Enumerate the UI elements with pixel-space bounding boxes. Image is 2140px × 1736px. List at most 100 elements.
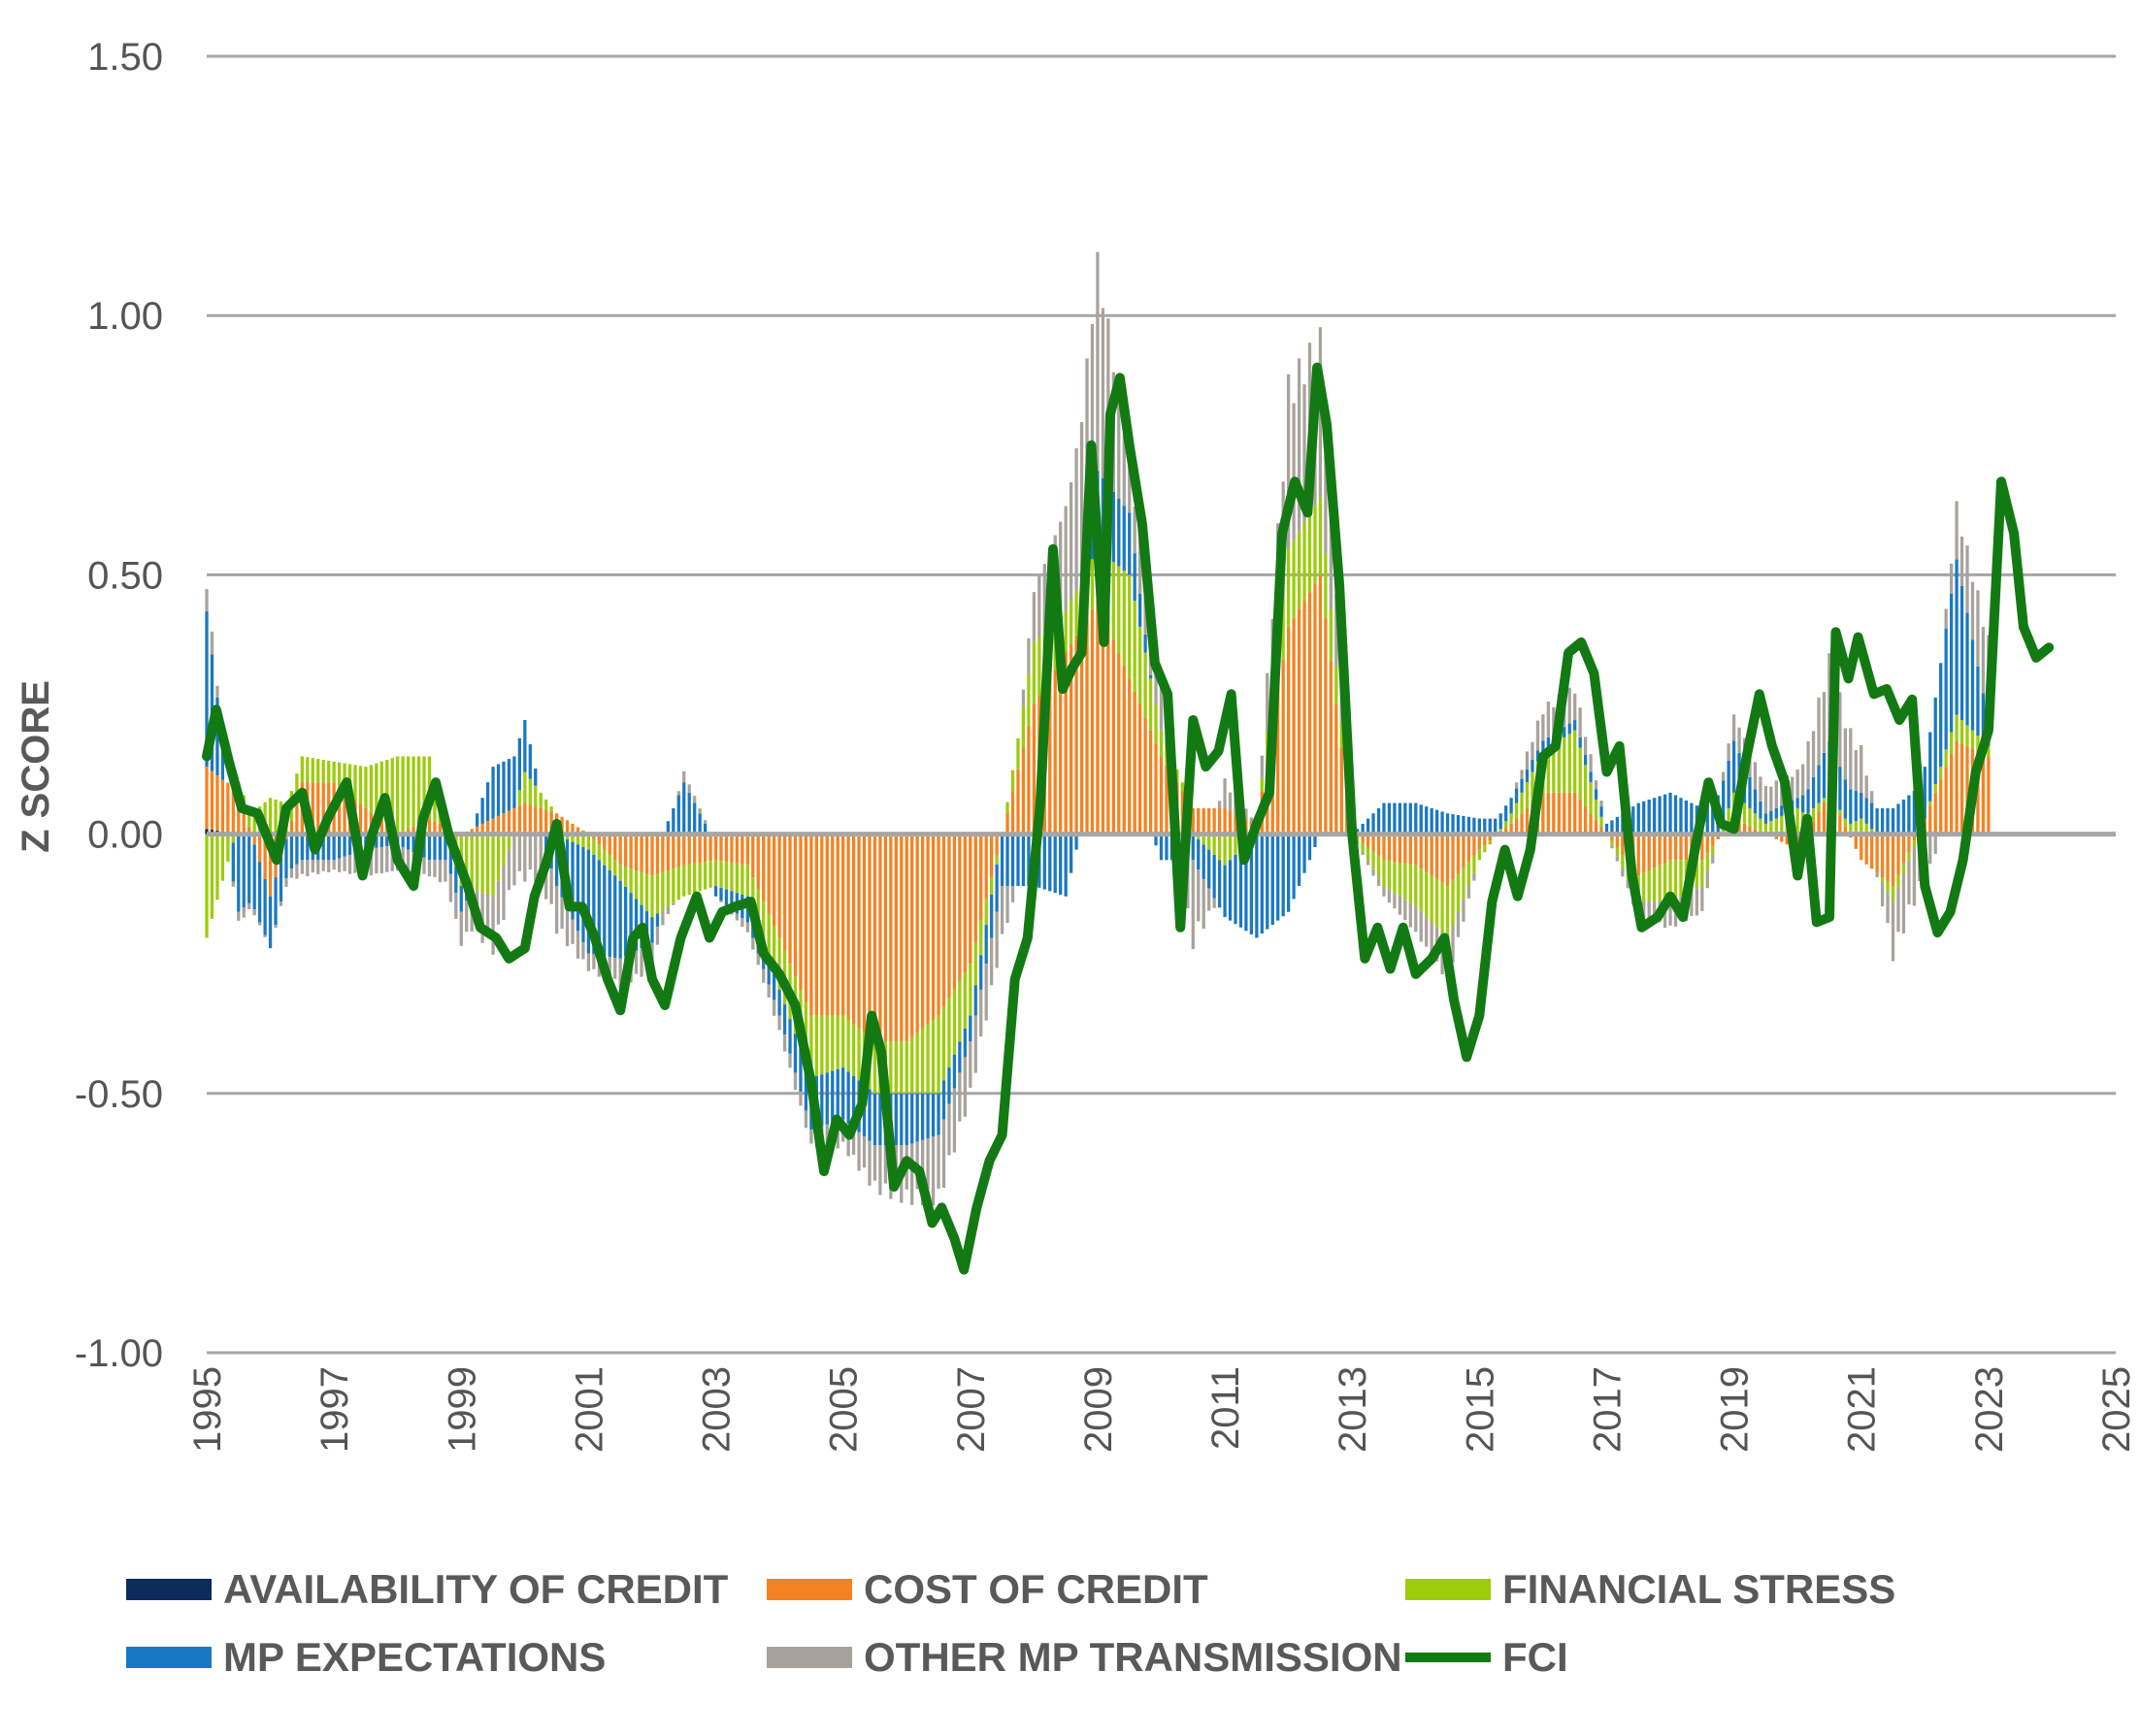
other-mp-bar xyxy=(613,957,617,979)
other-mp-bar xyxy=(1207,888,1211,911)
stress-bar xyxy=(327,760,331,783)
cost-bar xyxy=(1138,704,1142,835)
other-mp-bar xyxy=(1324,434,1328,554)
mp-expectations-bar xyxy=(1387,802,1392,835)
cost-bar xyxy=(1933,792,1937,835)
cost-bar xyxy=(321,782,325,835)
other-mp-bar xyxy=(1795,769,1799,799)
mp-expectations-bar xyxy=(1371,813,1375,835)
mp-expectations-bar xyxy=(672,807,675,835)
stress-bar xyxy=(1504,821,1508,829)
mp-expectations-bar xyxy=(496,764,501,816)
other-mp-bar xyxy=(990,937,994,986)
mp-expectations-bar xyxy=(528,743,532,779)
stress-bar xyxy=(947,998,951,1068)
other-mp-bar xyxy=(1583,737,1588,755)
other-mp-bar xyxy=(952,1088,957,1153)
stress-bar xyxy=(952,989,957,1055)
stress-bar xyxy=(375,763,379,817)
mp-expectations-bar xyxy=(1059,834,1063,895)
cost-bar xyxy=(1753,829,1758,835)
other-mp-bar xyxy=(1430,922,1433,959)
mp-expectations-bar xyxy=(385,834,389,847)
stress-bar xyxy=(814,1015,818,1076)
other-mp-bar xyxy=(868,1140,872,1186)
legend-line-fci xyxy=(1405,1653,1491,1662)
cost-bar xyxy=(1653,834,1657,868)
stress-bar xyxy=(730,862,734,892)
cost-bar xyxy=(1700,834,1704,861)
legend-item-cost: COST OF CREDIT xyxy=(767,1560,1208,1619)
cost-bar xyxy=(1780,834,1784,842)
stress-bar xyxy=(1307,514,1312,593)
stress-bar xyxy=(1514,802,1519,819)
x-tick-label: 2011 xyxy=(1204,1366,1247,1450)
stress-bar xyxy=(1440,882,1444,934)
mp-expectations-bar xyxy=(952,1054,957,1089)
mp-expectations-bar xyxy=(831,1070,835,1124)
cost-bar xyxy=(576,827,580,835)
mp-expectations-bar xyxy=(1610,820,1614,835)
other-mp-bar xyxy=(252,909,256,916)
stress-bar xyxy=(1594,799,1598,821)
stress-bar xyxy=(1462,868,1465,900)
other-mp-bar xyxy=(1700,886,1704,911)
mp-expectations-bar xyxy=(1408,802,1412,835)
mp-expectations-bar xyxy=(1668,792,1672,835)
mp-expectations-bar xyxy=(777,989,781,1016)
other-mp-bar xyxy=(1578,707,1582,737)
stress-bar xyxy=(1573,730,1577,793)
cost-bar xyxy=(963,834,967,973)
cost-bar xyxy=(730,834,734,863)
mp-expectations-bar xyxy=(268,896,273,949)
legend-swatch-cost xyxy=(767,1579,852,1600)
other-mp-bar xyxy=(793,1072,798,1090)
other-mp-bar xyxy=(1705,870,1709,889)
cost-bar xyxy=(1074,635,1078,835)
other-mp-bar xyxy=(257,922,262,926)
other-mp-bar xyxy=(1668,901,1672,926)
cost-bar xyxy=(1748,826,1752,835)
mp-expectations-bar xyxy=(1891,807,1895,835)
cost-bar xyxy=(438,823,443,835)
stress-bar xyxy=(1010,770,1015,792)
other-mp-bar xyxy=(1959,536,1964,586)
other-mp-bar xyxy=(1791,776,1794,801)
cost-bar xyxy=(1875,834,1879,873)
cost-bar xyxy=(1673,834,1678,861)
cost-bar xyxy=(920,834,925,1029)
stress-bar xyxy=(576,834,580,845)
cost-bar xyxy=(958,834,962,982)
stress-bar xyxy=(1599,816,1603,828)
mp-expectations-bar xyxy=(1069,834,1073,873)
other-mp-bar xyxy=(1695,888,1698,916)
cost-bar xyxy=(534,806,538,835)
other-mp-bar xyxy=(534,834,538,882)
cost-bar xyxy=(1843,826,1847,835)
cost-bar xyxy=(1403,834,1407,864)
legend-item-availability: AVAILABILITY OF CREDIT xyxy=(126,1560,728,1619)
stress-bar xyxy=(1414,865,1418,907)
stress-bar xyxy=(247,807,251,828)
mp-expectations-bar xyxy=(1886,807,1890,835)
stress-bar xyxy=(1027,673,1031,727)
stress-bar xyxy=(1398,862,1402,897)
stress-bar xyxy=(1477,849,1481,861)
other-mp-bar xyxy=(1249,817,1254,822)
other-mp-bar xyxy=(454,893,458,919)
stress-bar xyxy=(517,790,522,806)
other-mp-bar xyxy=(576,931,580,959)
cost-bar xyxy=(644,834,649,874)
cost-bar xyxy=(427,818,432,835)
other-mp-bar xyxy=(1021,689,1026,706)
cost-bar xyxy=(624,834,628,868)
mp-expectations-bar xyxy=(1541,740,1545,752)
legend-label-stress: FINANCIAL STRESS xyxy=(1502,1566,1896,1612)
cost-bar xyxy=(412,826,415,835)
cost-bar xyxy=(1059,661,1063,835)
cost-bar xyxy=(268,834,273,897)
other-mp-bar xyxy=(1197,869,1201,922)
cost-bar xyxy=(1207,807,1211,835)
stress-bar xyxy=(1748,807,1752,827)
other-mp-bar xyxy=(862,1136,867,1168)
